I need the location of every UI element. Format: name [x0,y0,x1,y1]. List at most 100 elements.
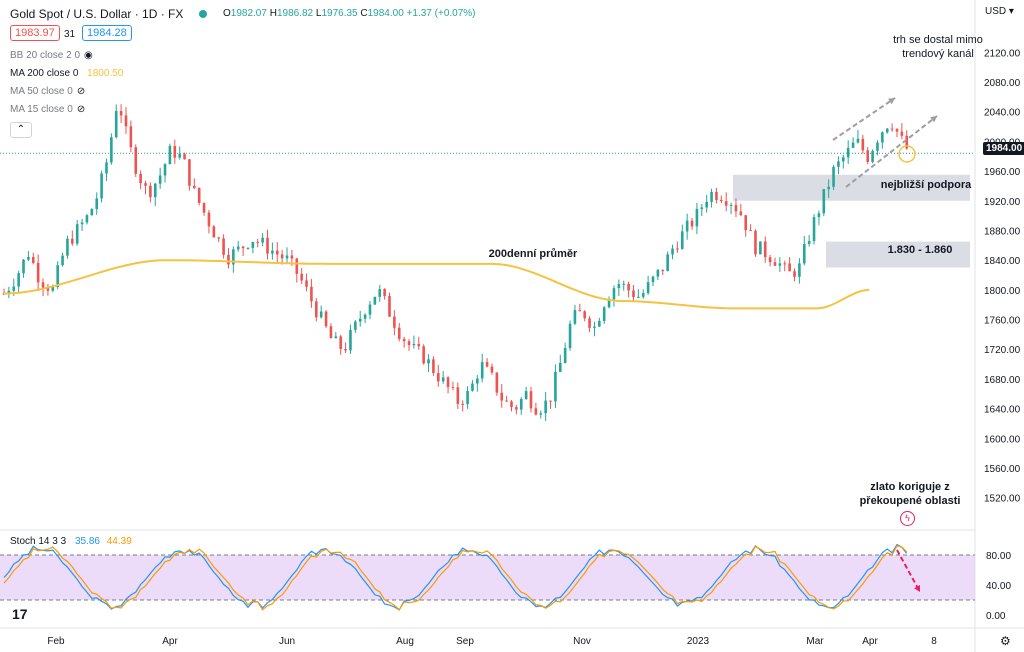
stoch-tick-label: 80.00 [986,551,1011,562]
candle-body [895,128,899,132]
candle-body [124,115,128,127]
candle-body [554,371,557,402]
candle-body [480,362,484,379]
candle-body [734,204,738,212]
candle-body [275,250,279,255]
candle-body [676,248,679,250]
candle-body [866,150,870,162]
candle-body [227,254,230,265]
candle-body [710,191,713,202]
candle-body [412,343,416,346]
candle-body [397,327,401,339]
ma200-line [3,259,870,310]
candle-body [388,296,391,317]
collapse-legend-button[interactable]: ⌃ [10,122,32,138]
candle-body [666,254,669,272]
candle-body [558,362,562,372]
candle-body [373,296,377,305]
candle-body [134,147,138,174]
candle-body [183,154,186,160]
candle-body [724,201,728,206]
candle-body [105,162,108,174]
candle-body [80,222,84,225]
candle-body [129,126,133,148]
candle-body [505,400,508,402]
candle-body [622,283,626,285]
candle-body [27,257,30,260]
channel-upper-arrow [832,97,896,141]
candle-body [66,238,69,256]
candle-body [46,287,50,291]
candle-body [149,185,152,198]
stoch-legend[interactable]: Stoch 14 3 3 35.86 44.39 [10,536,132,547]
candle-body [222,238,225,255]
candle-body [788,263,791,272]
price-tick-label: 1680.00 [984,375,1021,386]
symbol-title: Gold Spot / U.S. Dollar · 1D · FX [10,7,184,21]
eye-slash-icon[interactable]: ⊘ [76,104,86,115]
candle-body [720,200,723,202]
candle-body [485,362,489,367]
candle-body [807,241,811,245]
candle-body [41,282,45,288]
candle-body [114,111,118,138]
candle-body [856,138,860,143]
candle-body [339,336,343,349]
candle-body [798,263,801,277]
currency-select[interactable]: USD ▾ [985,6,1014,17]
ask-button[interactable]: 1984.28 [82,25,132,41]
indicator-bb[interactable]: BB 20 close 2 0 ◉ [10,50,93,61]
candle-body [749,230,752,232]
candle-body [900,131,904,136]
stoch-down-arrow-head [914,585,920,592]
candle-body [90,208,94,216]
price-tick-label: 1600.00 [984,434,1021,445]
candle-body [100,173,103,199]
settings-gear-icon[interactable]: ⚙ [1000,634,1011,648]
candle-body [17,273,20,287]
candle-body [363,314,367,319]
candle-body [12,286,16,291]
candle-body [178,154,181,158]
candle-body [729,204,733,206]
candle-body [246,247,250,249]
price-tick-label: 1720.00 [984,345,1021,356]
candle-body [802,244,806,264]
indicator-ma200[interactable]: MA 200 close 0 1800.50 [10,68,124,79]
candle-body [685,220,689,232]
channel-lower-arrow-head [930,116,937,123]
candle-body [568,323,572,349]
candle-body [515,407,518,410]
indicator-ma15[interactable]: MA 15 close 0 ⊘ [10,104,86,115]
eye-slash-icon[interactable]: ⊘ [76,86,86,97]
candle-body [197,187,201,203]
candle-body [890,128,894,130]
stoch-band [0,555,975,600]
price-tick-label: 1520.00 [984,494,1021,505]
eye-icon[interactable]: ◉ [84,50,93,61]
stoch-d-line [3,545,908,611]
candle-body [461,403,464,405]
candle-body [651,276,655,283]
candle-body [7,290,11,294]
candle-body [290,255,294,259]
indicator-ma50[interactable]: MA 50 close 0 ⊘ [10,86,86,97]
candle-body [627,283,630,291]
candle-body [31,257,35,263]
candle-body [822,189,826,214]
bid-button[interactable]: 1983.97 [10,25,60,41]
candle-body [519,399,523,410]
time-tick-label: Feb [47,636,65,647]
candle-body [315,301,318,318]
price-tick-label: 1640.00 [984,405,1021,416]
candle-body [793,271,796,277]
candle-body [173,146,177,158]
candle-body [300,273,303,281]
candle-body [837,161,840,167]
lightning-icon[interactable]: ϟ [900,511,915,526]
price-tick-label: 1960.00 [984,167,1021,178]
candle-body [61,255,64,266]
candle-body [598,320,601,327]
candle-body [500,392,504,401]
